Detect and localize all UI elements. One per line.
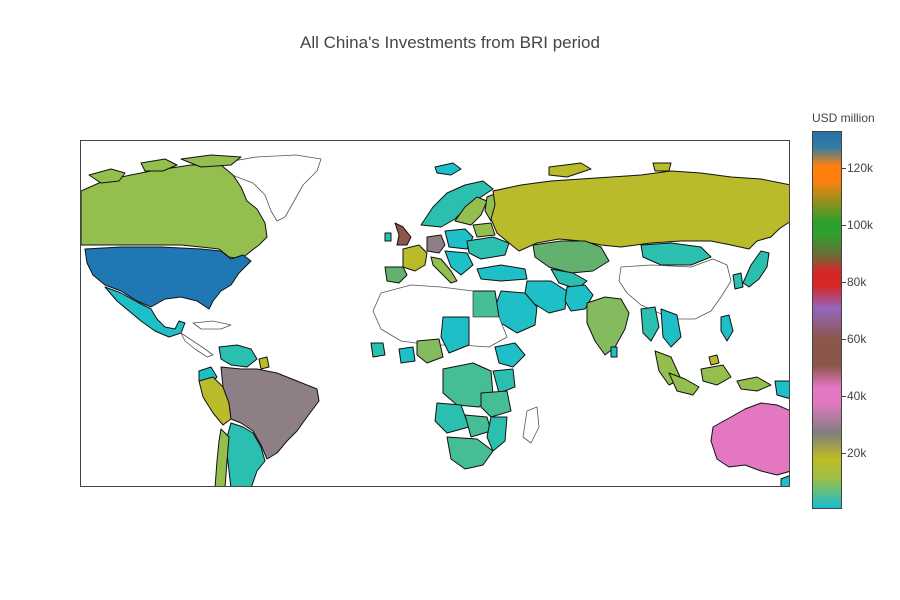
country-kenya[interactable]: [492, 368, 516, 394]
country-venezuela[interactable]: [218, 344, 258, 368]
colorbar-tick-label: 100k: [847, 218, 874, 232]
country-south-africa[interactable]: [446, 436, 494, 470]
country-myanmar[interactable]: [640, 306, 660, 342]
chart-title: All China's Investments from BRI period: [300, 33, 600, 52]
country-brazil[interactable]: [220, 366, 320, 460]
country-belarus[interactable]: [472, 222, 496, 238]
colorbar-tick: [842, 282, 846, 283]
colorbar-tick-label: 20k: [847, 446, 867, 460]
region-central-america[interactable]: [180, 320, 232, 358]
country-mexico[interactable]: [104, 286, 186, 338]
country-indonesia[interactable]: [668, 364, 772, 396]
country-italy[interactable]: [430, 256, 458, 284]
country-canada[interactable]: [81, 164, 268, 260]
colorbar: [812, 131, 842, 509]
country-guyana[interactable]: [258, 356, 270, 370]
country-united-kingdom[interactable]: [394, 222, 412, 246]
country-france[interactable]: [402, 244, 428, 272]
country-madagascar[interactable]: [522, 406, 540, 444]
country-russia[interactable]: [490, 170, 790, 252]
country-turkey[interactable]: [476, 264, 528, 282]
country-vietnam[interactable]: [660, 308, 682, 348]
colorbar-tick-label: 120k: [847, 161, 874, 175]
country-mongolia[interactable]: [640, 242, 712, 266]
colorbar-tick-label: 80k: [847, 275, 867, 289]
colorbar-tick: [842, 339, 846, 340]
country-tanzania[interactable]: [480, 390, 512, 418]
world-map[interactable]: [80, 140, 790, 487]
colorbar-title: USD million: [812, 111, 875, 125]
country-japan[interactable]: [742, 250, 770, 288]
country-greenland[interactable]: [220, 154, 322, 222]
country-united-states[interactable]: [84, 246, 252, 310]
country-germany[interactable]: [426, 234, 446, 254]
country-philippines[interactable]: [720, 314, 734, 342]
colorbar-tick: [842, 168, 846, 169]
country-balkans[interactable]: [444, 250, 474, 276]
country-sri-lanka[interactable]: [610, 346, 618, 358]
country-spain[interactable]: [384, 266, 408, 284]
country-ireland[interactable]: [384, 232, 392, 242]
country-nigeria[interactable]: [398, 346, 416, 364]
colorbar-tick: [842, 453, 846, 454]
country-chile[interactable]: [214, 428, 230, 487]
country-cameroon[interactable]: [416, 338, 444, 364]
country-norway[interactable]: [420, 180, 494, 228]
country-ukraine[interactable]: [466, 236, 510, 260]
country-angola[interactable]: [434, 402, 470, 434]
region-north-africa[interactable]: [372, 284, 508, 348]
country-egypt[interactable]: [472, 290, 500, 318]
colorbar-tick: [842, 225, 846, 226]
choropleth-map[interactable]: [81, 141, 790, 487]
colorbar-tick-label: 40k: [847, 389, 867, 403]
country-ghana[interactable]: [370, 342, 386, 358]
country-australia[interactable]: [710, 402, 790, 476]
country-south-korea[interactable]: [732, 272, 744, 290]
country-algeria[interactable]: [440, 316, 470, 354]
colorbar-tick: [842, 396, 846, 397]
colorbar-tick-label: 60k: [847, 332, 867, 346]
country-china[interactable]: [618, 258, 732, 320]
country-india[interactable]: [586, 296, 630, 356]
country-canada-islands[interactable]: [88, 154, 242, 184]
country-papua-new-guinea[interactable]: [774, 380, 790, 399]
country-mozambique[interactable]: [486, 416, 508, 452]
country-russia-islands[interactable]: [548, 162, 672, 178]
country-brunei[interactable]: [708, 354, 720, 366]
country-ethiopia[interactable]: [494, 342, 526, 368]
country-new-zealand-east[interactable]: [780, 475, 790, 487]
country-iceland[interactable]: [434, 162, 462, 176]
country-kazakhstan[interactable]: [532, 240, 610, 274]
country-pakistan[interactable]: [564, 284, 594, 312]
country-zambia[interactable]: [464, 414, 492, 438]
